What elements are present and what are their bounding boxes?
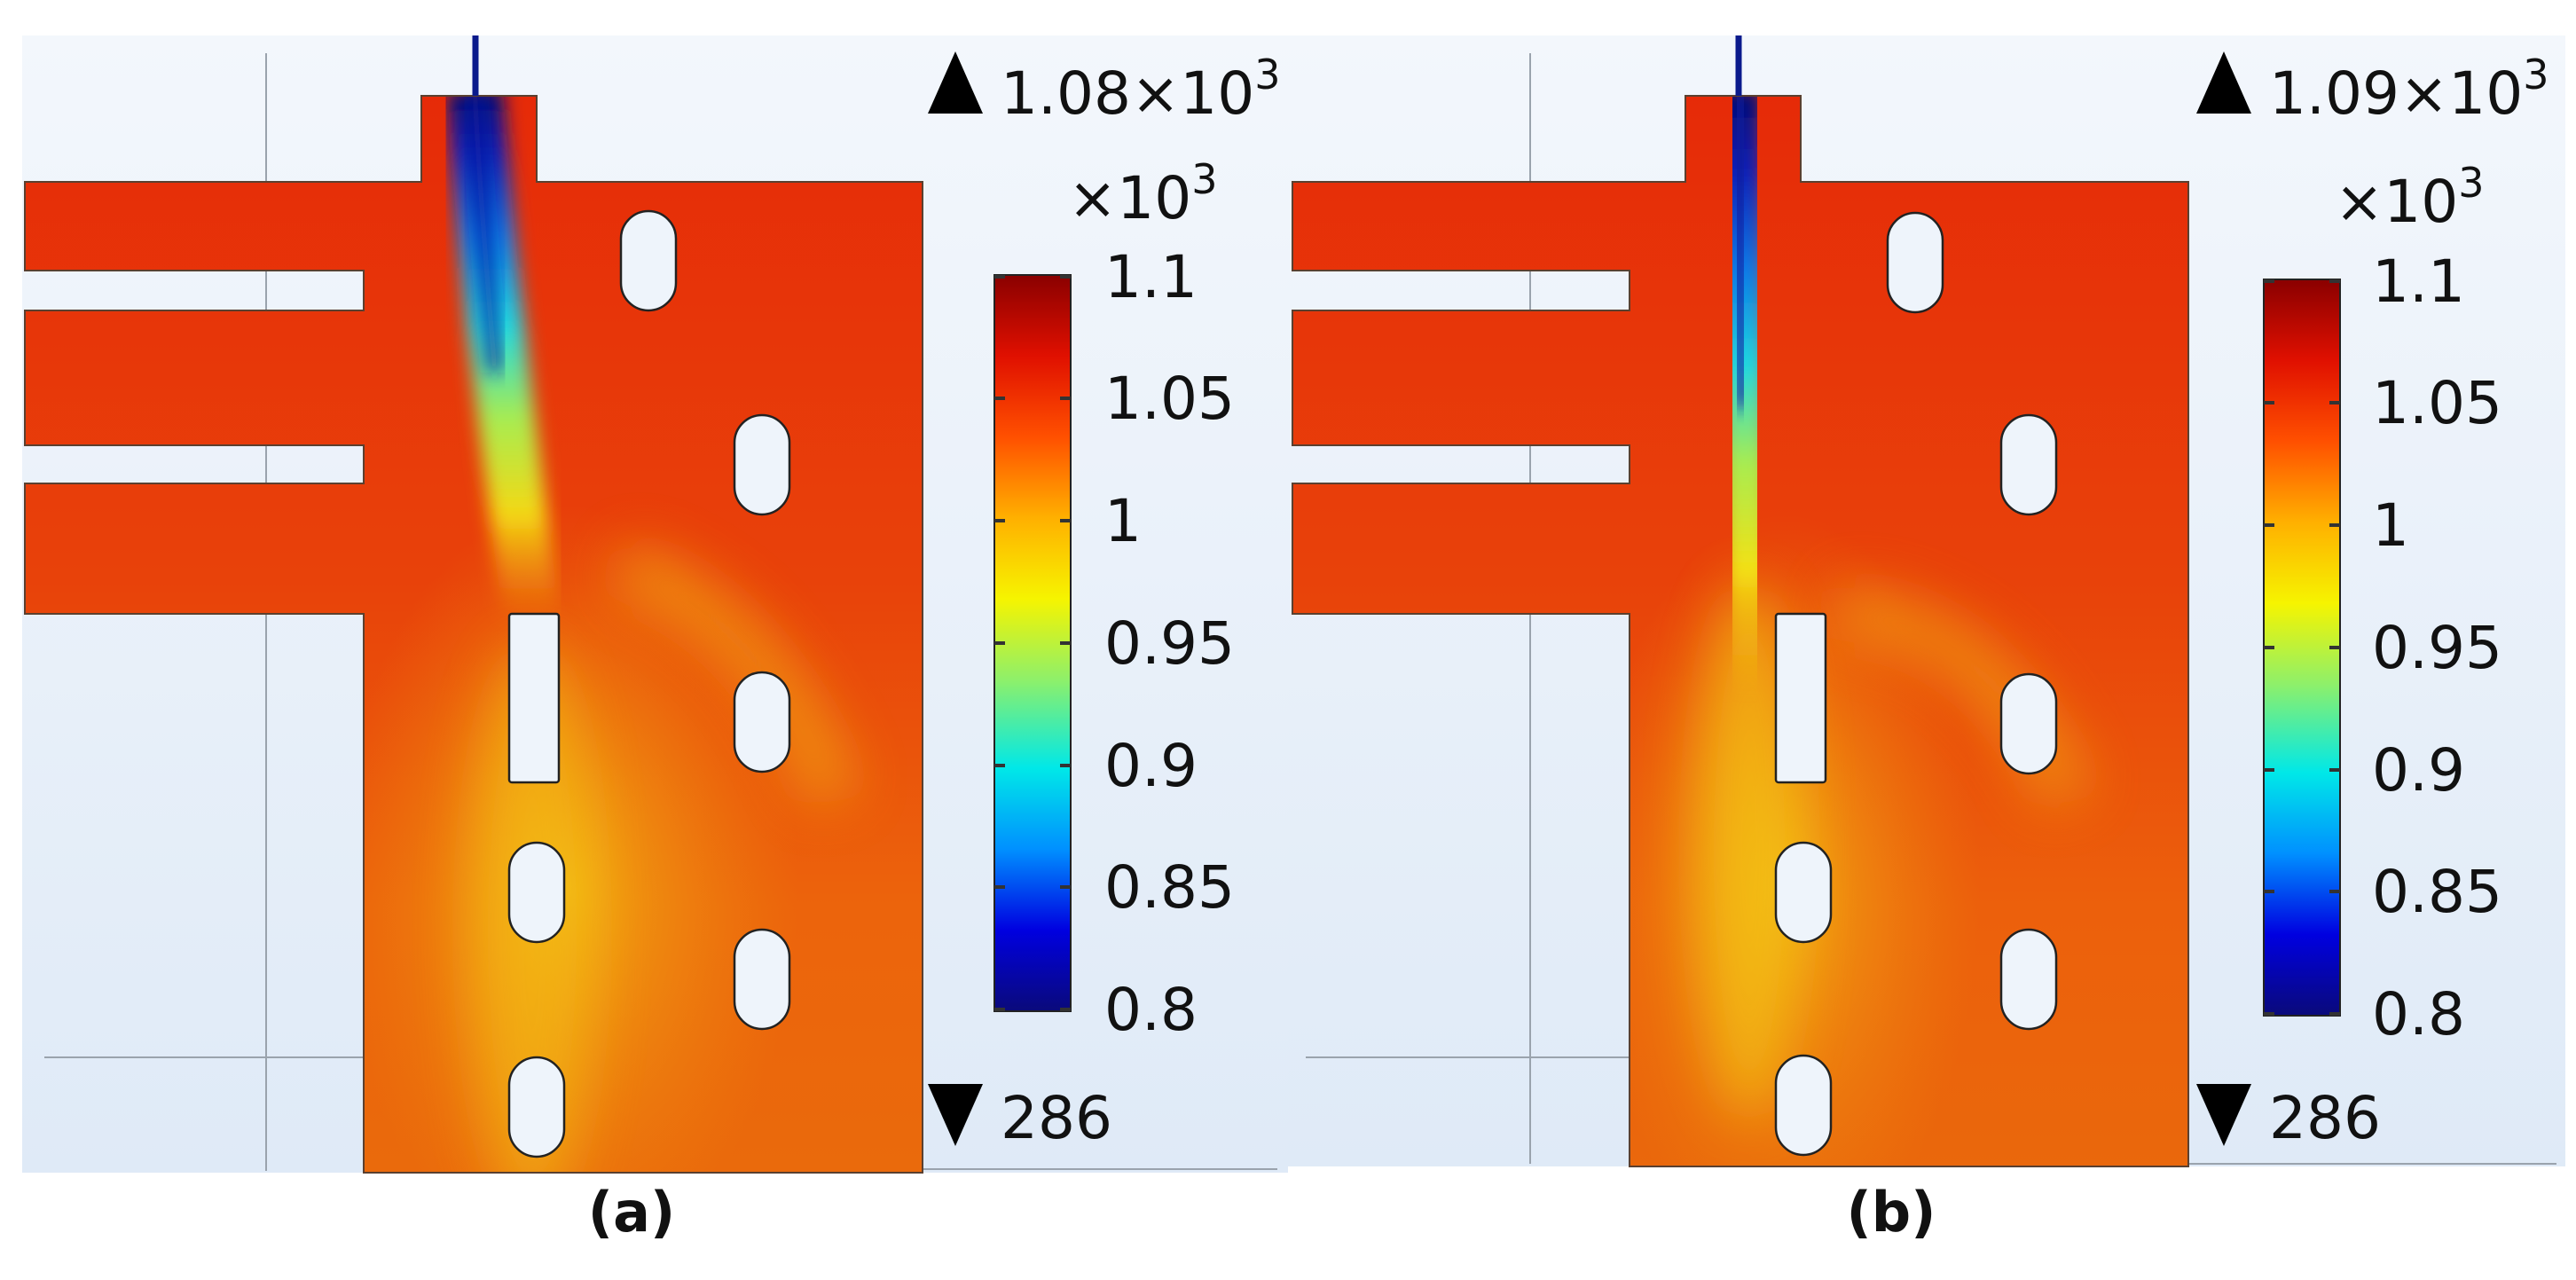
panel-caption: (a) [587, 1180, 676, 1245]
body-outline [1292, 95, 2189, 1167]
max-value-label: 1.09×103 [2269, 51, 2549, 128]
tick-label: 0.9 [1104, 732, 1198, 800]
panel-caption: (b) [1846, 1180, 1936, 1245]
tick-label: 0.8 [2372, 980, 2465, 1048]
tick-label: 1.1 [2372, 247, 2465, 316]
colorbar-ticks [994, 275, 1071, 1011]
tick-label: 0.9 [2372, 736, 2465, 805]
temperature-plot-b: 1.09×103 ×103 1.1 1.05 1 0.95 0.9 0.85 0… [1288, 35, 2565, 1167]
min-value-label: 286 [2269, 1084, 2381, 1152]
panel-b: 1.09×103 ×103 1.1 1.05 1 0.95 0.9 0.85 0… [1288, 0, 2576, 1280]
panel-a: 1.08×103 ×103 1.1 1.05 1 0.95 0.9 0.85 0… [22, 35, 1288, 1245]
min-triangle-icon [928, 1084, 983, 1146]
tick-label: 0.85 [2372, 858, 2502, 926]
scale-factor-label: ×103 [1068, 155, 1218, 232]
tick-label: 1.1 [1104, 243, 1198, 311]
max-value-label: 1.08×103 [1001, 51, 1281, 128]
max-triangle-icon [2196, 51, 2251, 114]
max-triangle-icon [928, 51, 983, 114]
temperature-plot-a: 1.08×103 ×103 1.1 1.05 1 0.95 0.9 0.85 0… [22, 35, 1288, 1174]
scale-factor-label: ×103 [2335, 159, 2485, 236]
tick-label: 1.05 [1104, 365, 1235, 433]
min-triangle-icon [2196, 1084, 2251, 1146]
tick-label: 0.95 [2372, 614, 2502, 682]
colorbar [2263, 279, 2341, 1017]
tick-label: 1 [1104, 487, 1142, 555]
tick-label: 0.95 [1104, 609, 1235, 678]
tick-label: 0.8 [1104, 976, 1198, 1044]
tick-label: 1.05 [2372, 369, 2502, 437]
holes [1774, 211, 2058, 1157]
colorbar [993, 274, 1072, 1012]
min-value-label: 286 [1001, 1084, 1112, 1152]
tick-label: 1 [2372, 491, 2409, 560]
colorbar-ticks [2264, 279, 2340, 1016]
body-outline [24, 95, 923, 1174]
holes [507, 209, 791, 1158]
tick-label: 0.85 [1104, 853, 1235, 922]
